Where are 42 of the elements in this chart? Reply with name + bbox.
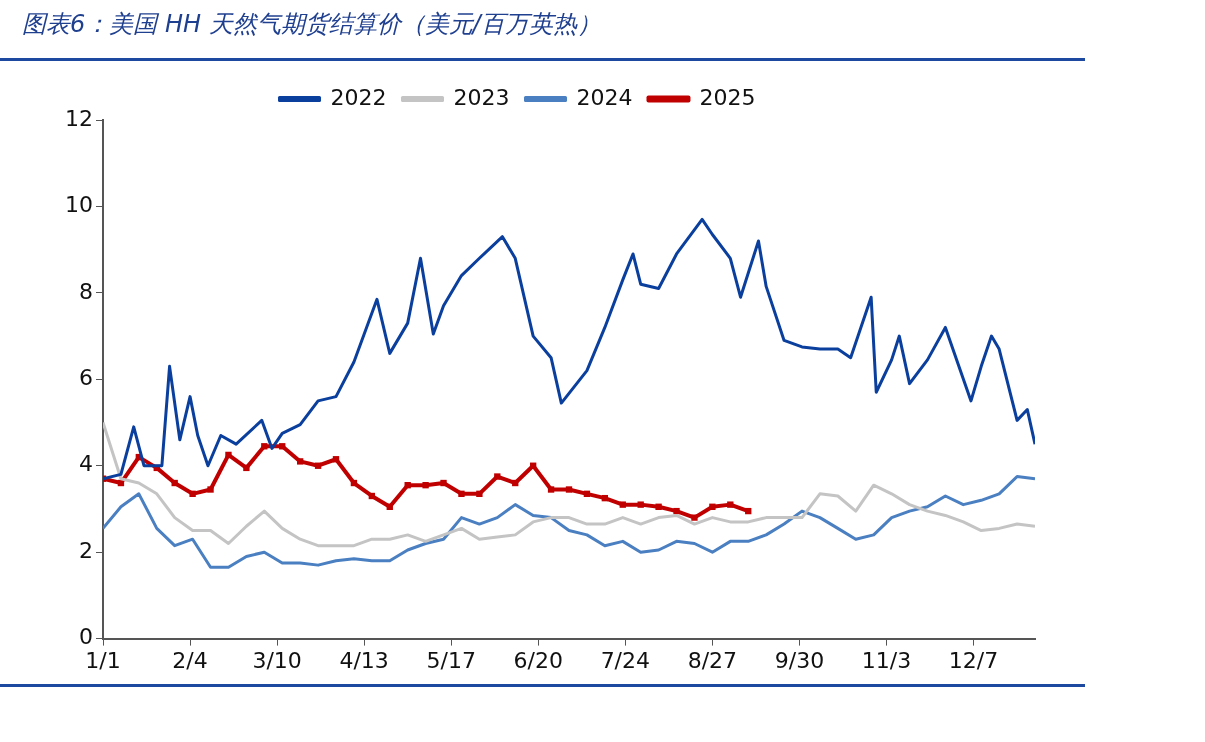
point [691,514,698,521]
legend-label: 2022 [330,84,387,110]
x-tick-label: 5/17 [426,647,476,673]
point [458,490,465,498]
x-tick-label: 6/20 [513,647,563,673]
y-tick-label: 4 [79,451,93,477]
x-tick-label: 1/1 [85,647,121,673]
y-tick-label: 12 [65,105,93,131]
point [637,501,644,508]
point [655,503,662,510]
y-tick-label: 10 [65,192,93,218]
point [440,479,447,487]
legend-label: 2023 [453,84,510,110]
x-tick-label: 8/27 [687,647,738,673]
point [494,473,501,480]
point [565,486,573,493]
y-tick-label: 2 [79,537,93,563]
point [207,486,214,493]
point [619,501,626,508]
point [476,490,483,498]
point [727,501,734,508]
chart-title: 图表6：美国 HH 天然气期货结算价（美元/百万英热） [22,9,601,40]
point [673,507,680,515]
point [547,486,555,493]
x-tick-label: 4/13 [339,647,389,673]
x-tick-label: 11/3 [861,647,912,673]
point [296,458,304,465]
x-tick-label: 7/24 [600,647,651,673]
y-tick-label: 0 [79,624,93,650]
legend-label: 2024 [576,84,633,110]
x-tick-label: 2/4 [172,647,208,673]
point [225,451,232,459]
x-tick-label: 9/30 [774,647,825,673]
point [243,464,250,472]
x-tick-label: 3/10 [252,647,302,673]
y-tick-label: 8 [79,278,93,304]
point [422,482,429,489]
point [189,490,196,498]
legend-label: 2025 [699,84,756,110]
point [709,503,716,510]
y-tick-label: 6 [79,365,93,391]
x-tick-label: 12/7 [948,647,999,673]
